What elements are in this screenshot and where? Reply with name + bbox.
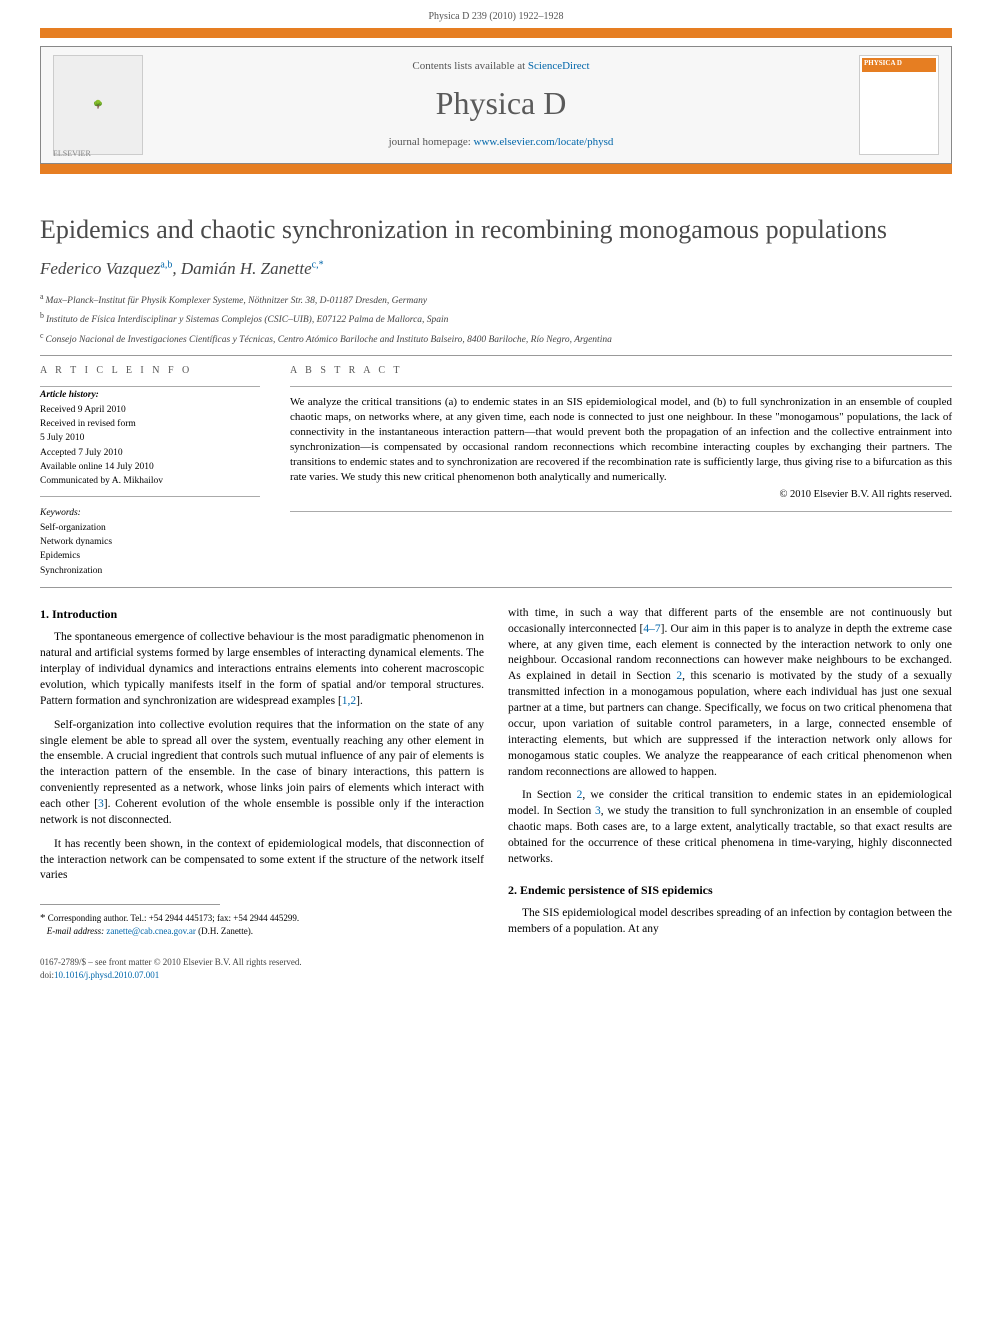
author-sup: a,b	[160, 260, 172, 271]
column-right: with time, in such a way that different …	[508, 606, 952, 946]
journal-cover-thumb: PHYSICA D	[859, 55, 939, 155]
footnote-separator	[40, 904, 220, 905]
ref-link[interactable]: 1,2	[342, 695, 356, 707]
history-item: 5 July 2010	[40, 432, 260, 445]
info-heading: A R T I C L E I N F O	[40, 364, 260, 378]
affiliation: bInstituto de Física Interdisciplinar y …	[40, 310, 952, 327]
divider	[40, 587, 952, 588]
corr-link[interactable]: *	[319, 260, 324, 271]
body-columns: 1. Introduction The spontaneous emergenc…	[40, 606, 952, 946]
abstract-copyright: © 2010 Elsevier B.V. All rights reserved…	[290, 488, 952, 503]
paragraph: In Section 2, we consider the critical t…	[508, 788, 952, 867]
meta-row: A R T I C L E I N F O Article history: R…	[40, 364, 952, 579]
keyword: Synchronization	[40, 565, 260, 578]
meta-separator	[40, 386, 260, 387]
corresponding-footnote: * Corresponding author. Tel.: +54 2944 4…	[40, 911, 484, 937]
aff-link[interactable]: c	[312, 260, 316, 271]
column-left: 1. Introduction The spontaneous emergenc…	[40, 606, 484, 946]
keyword: Epidemics	[40, 550, 260, 563]
star-icon: *	[40, 912, 46, 924]
history-item: Received 9 April 2010	[40, 404, 260, 417]
author-sup: c,*	[312, 260, 324, 271]
section-heading: 1. Introduction	[40, 606, 484, 623]
keywords-head: Keywords:	[40, 507, 260, 520]
footnote-text: Corresponding author. Tel.: +54 2944 445…	[48, 913, 299, 923]
affiliations: aMax–Planck–Institut für Physik Komplexe…	[40, 291, 952, 347]
email-suffix: (D.H. Zanette).	[198, 926, 253, 936]
section-link[interactable]: 2	[676, 670, 682, 682]
elsevier-tree-logo: 🌳	[53, 55, 143, 155]
footer-doi: doi:10.1016/j.physd.2010.07.001	[40, 969, 952, 982]
journal-name: Physica D	[143, 81, 859, 126]
abstract-block: A B S T R A C T We analyze the critical …	[290, 364, 952, 579]
footer: 0167-2789/$ – see front matter © 2010 El…	[40, 956, 952, 981]
divider	[40, 355, 952, 356]
article-title: Epidemics and chaotic synchronization in…	[40, 214, 952, 245]
paragraph: with time, in such a way that different …	[508, 606, 952, 780]
bottom-orange-bar	[40, 164, 952, 174]
history-item: Received in revised form	[40, 418, 260, 431]
banner-center: Contents lists available at ScienceDirec…	[143, 59, 859, 151]
journal-banner: 🌳 Contents lists available at ScienceDir…	[40, 46, 952, 164]
paragraph: Self-organization into collective evolut…	[40, 718, 484, 829]
keyword: Self-organization	[40, 522, 260, 535]
aff-link[interactable]: a	[160, 260, 164, 271]
email-label: E-mail address:	[47, 926, 104, 936]
keyword: Network dynamics	[40, 536, 260, 549]
contents-line: Contents lists available at ScienceDirec…	[143, 59, 859, 74]
section-link[interactable]: 3	[595, 805, 601, 817]
abstract-heading: A B S T R A C T	[290, 364, 952, 378]
homepage-link[interactable]: www.elsevier.com/locate/physd	[474, 136, 614, 148]
history-item: Accepted 7 July 2010	[40, 447, 260, 460]
meta-separator	[40, 496, 260, 497]
top-orange-bar	[40, 28, 952, 38]
sciencedirect-link[interactable]: ScienceDirect	[528, 60, 590, 72]
meta-separator	[290, 386, 952, 387]
history-head: Article history:	[40, 389, 260, 402]
running-head: Physica D 239 (2010) 1922–1928	[0, 0, 992, 28]
section-link[interactable]: 2	[577, 789, 583, 801]
doi-link[interactable]: 10.1016/j.physd.2010.07.001	[54, 970, 159, 980]
ref-link[interactable]: 3	[98, 798, 104, 810]
authors: Federico Vazqueza,b, Damián H. Zanettec,…	[40, 257, 952, 281]
aff-link[interactable]: b	[167, 260, 172, 271]
article-info: A R T I C L E I N F O Article history: R…	[40, 364, 260, 579]
history-item: Available online 14 July 2010	[40, 461, 260, 474]
homepage-prefix: journal homepage:	[389, 136, 474, 148]
meta-separator	[290, 511, 952, 512]
cover-strip: PHYSICA D	[862, 58, 936, 72]
paragraph: It has recently been shown, in the conte…	[40, 837, 484, 885]
paragraph: The SIS epidemiological model describes …	[508, 906, 952, 938]
elsevier-wordmark: ELSEVIER	[53, 148, 91, 159]
affiliation: aMax–Planck–Institut für Physik Komplexe…	[40, 291, 952, 308]
abstract-text: We analyze the critical transitions (a) …	[290, 395, 952, 484]
history-item: Communicated by A. Mikhailov	[40, 475, 260, 488]
footer-copyright: 0167-2789/$ – see front matter © 2010 El…	[40, 956, 952, 969]
section-heading: 2. Endemic persistence of SIS epidemics	[508, 882, 952, 899]
email-link[interactable]: zanette@cab.cnea.gov.ar	[106, 926, 195, 936]
ref-link[interactable]: 4–7	[643, 623, 660, 635]
paragraph: The spontaneous emergence of collective …	[40, 630, 484, 709]
homepage-line: journal homepage: www.elsevier.com/locat…	[143, 135, 859, 150]
affiliation: cConsejo Nacional de Investigaciones Cie…	[40, 330, 952, 347]
contents-prefix: Contents lists available at	[412, 60, 527, 72]
